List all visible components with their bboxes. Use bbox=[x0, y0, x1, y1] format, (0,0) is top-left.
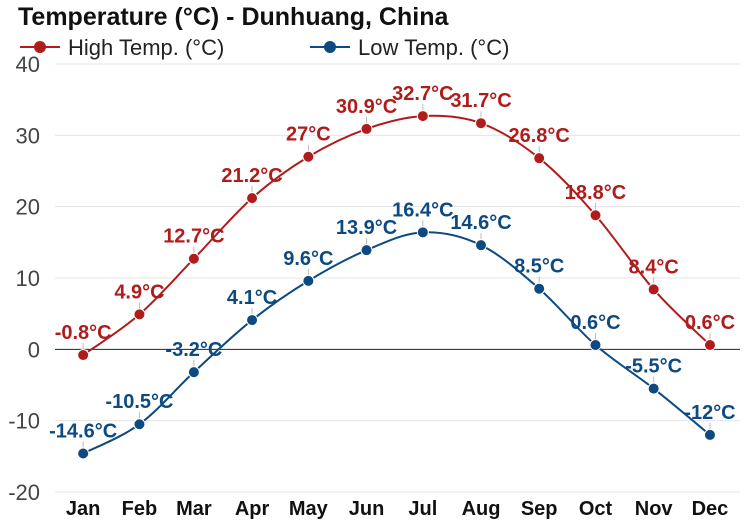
x-tick-label: Jan bbox=[66, 498, 100, 520]
data-point bbox=[647, 283, 660, 296]
data-labels-layer: -0.8°C4.9°C 12.7°C 21.2°C27°C30.9°C32.7°C3… bbox=[49, 83, 736, 442]
data-point bbox=[416, 226, 429, 239]
data-label: 0.6°C bbox=[685, 312, 735, 334]
y-tick-label: 30 bbox=[16, 123, 40, 148]
data-point bbox=[302, 274, 315, 287]
data-label: 12.7°C bbox=[163, 226, 224, 248]
data-point bbox=[533, 282, 546, 295]
data-point bbox=[360, 122, 373, 135]
x-tick-label: Nov bbox=[635, 498, 674, 520]
y-tick-label: 0 bbox=[28, 337, 40, 362]
data-label: 14.6°C bbox=[450, 212, 511, 234]
data-label: -5.5°C bbox=[625, 356, 682, 378]
data-label: 9.6°C bbox=[283, 248, 333, 270]
x-tick-label: Dec bbox=[692, 498, 729, 520]
grid-lines bbox=[55, 63, 740, 493]
series-line bbox=[82, 114, 711, 356]
legend-label: High Temp. (°C) bbox=[68, 35, 224, 60]
legend-item: Low Temp. (°C) bbox=[310, 35, 509, 60]
y-tick-label: -20 bbox=[8, 480, 40, 505]
data-point bbox=[246, 192, 259, 205]
data-point bbox=[133, 418, 146, 431]
data-point bbox=[187, 252, 200, 265]
data-point bbox=[703, 428, 716, 441]
x-tick-label: Oct bbox=[579, 498, 613, 520]
x-tick-label: Aug bbox=[462, 498, 501, 520]
data-label: -12°C bbox=[684, 402, 735, 424]
y-tick-label: 10 bbox=[16, 266, 40, 291]
data-point bbox=[589, 339, 602, 352]
x-tick-label: Apr bbox=[235, 498, 270, 520]
data-point bbox=[302, 150, 315, 163]
data-label: -14.6°C bbox=[49, 420, 117, 442]
x-tick-label: Sep bbox=[521, 498, 558, 520]
data-point bbox=[533, 152, 546, 165]
data-label: 21.2°C bbox=[221, 165, 282, 187]
data-point bbox=[416, 110, 429, 123]
data-label: -3.2°C bbox=[165, 339, 222, 361]
data-label: 8.5°C bbox=[514, 256, 564, 278]
data-label: 4.9°C bbox=[114, 281, 164, 303]
data-point bbox=[475, 239, 488, 252]
data-label: 27°C bbox=[286, 124, 331, 146]
legend: High Temp. (°C) Low Temp. (°C) bbox=[20, 35, 509, 60]
legend-label: Low Temp. (°C) bbox=[358, 35, 509, 60]
legend-marker bbox=[34, 41, 46, 53]
y-tick-label: 20 bbox=[16, 195, 40, 220]
data-point bbox=[77, 447, 90, 460]
data-label: 0.6°C bbox=[570, 312, 620, 334]
data-point bbox=[703, 339, 716, 352]
data-label: 16.4°C bbox=[392, 199, 453, 221]
data-point bbox=[647, 382, 660, 395]
data-point bbox=[589, 209, 602, 222]
data-label: 18.8°C bbox=[565, 182, 626, 204]
series-high bbox=[77, 104, 716, 362]
data-point bbox=[360, 244, 373, 257]
data-label: 32.7°C bbox=[392, 83, 453, 105]
data-point bbox=[475, 117, 488, 130]
data-label: 8.4°C bbox=[629, 256, 679, 278]
legend-item: High Temp. (°C) bbox=[20, 35, 224, 60]
data-point bbox=[187, 366, 200, 379]
series-low bbox=[77, 220, 716, 460]
data-point bbox=[77, 349, 90, 362]
x-tick-label: Jun bbox=[349, 498, 385, 520]
data-label: 30.9°C bbox=[336, 96, 397, 118]
x-axis: Jan Feb Mar Apr May Jun Jul Aug Sep Oct Nov Dec bbox=[66, 498, 728, 520]
data-label: -0.8°C bbox=[55, 322, 112, 344]
x-tick-label: May bbox=[289, 498, 329, 520]
data-label: 4.1°C bbox=[227, 287, 277, 309]
chart-title: Temperature (°C) - Dunhuang, China bbox=[18, 3, 449, 31]
data-point bbox=[246, 314, 259, 327]
y-tick-label: 40 bbox=[16, 52, 40, 77]
y-axis: -20 -10 0 10 20 30 40 bbox=[8, 52, 40, 505]
legend-marker bbox=[324, 41, 336, 53]
series-layer bbox=[77, 104, 716, 460]
data-label: 31.7°C bbox=[450, 90, 511, 112]
x-tick-label: Jul bbox=[408, 498, 437, 520]
data-label: 26.8°C bbox=[509, 125, 570, 147]
y-tick-label: -10 bbox=[8, 409, 40, 434]
data-point bbox=[133, 308, 146, 321]
x-tick-label: Feb bbox=[122, 498, 158, 520]
x-tick-label: Mar bbox=[176, 498, 212, 520]
data-label: -10.5°C bbox=[105, 391, 173, 413]
data-label: 13.9°C bbox=[336, 217, 397, 239]
